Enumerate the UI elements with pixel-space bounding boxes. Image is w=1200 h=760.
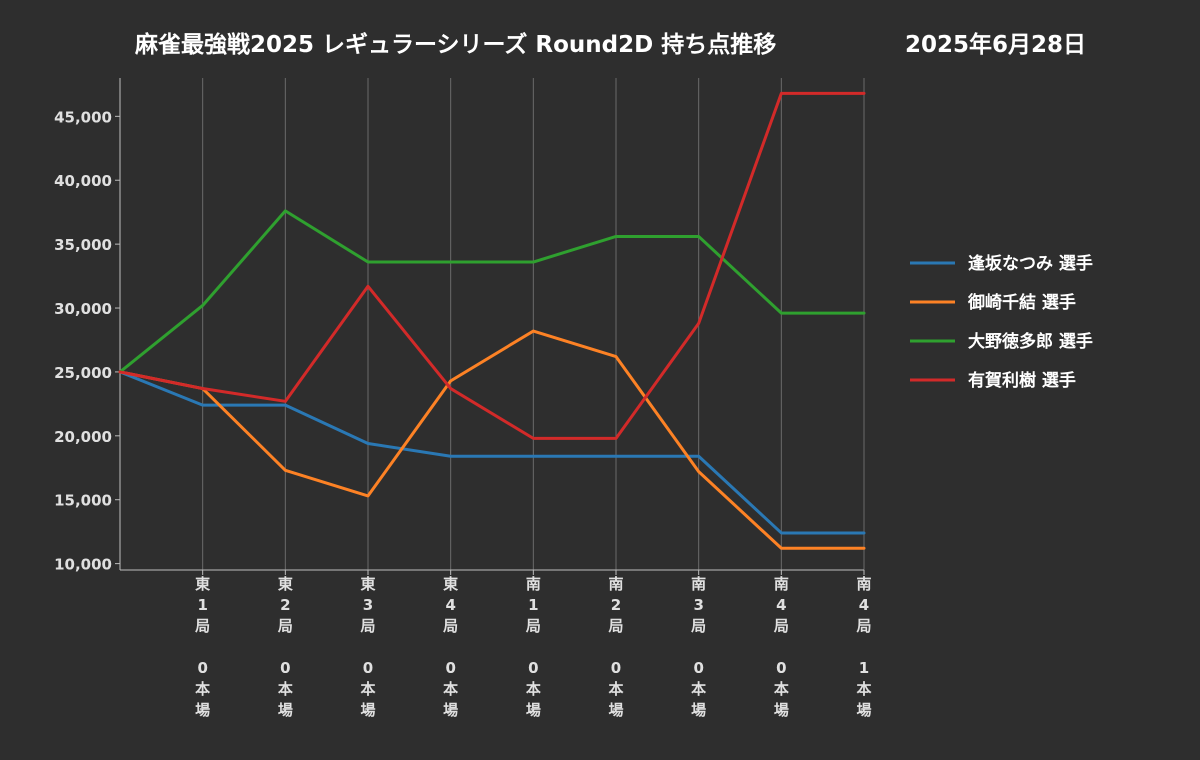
series-line xyxy=(118,91,866,440)
x-tick-label-char: 4 xyxy=(445,596,455,614)
x-tick-label-char: 局 xyxy=(690,617,706,635)
x-tick-label-char: 本 xyxy=(608,680,623,698)
legend-item: 有賀利樹 選手 xyxy=(910,370,1076,391)
x-tick-label-char: 局 xyxy=(194,617,210,635)
x-tick-label: 東 3 局 0 本場 xyxy=(359,575,375,719)
x-tick-label-char: 東 xyxy=(443,575,458,593)
x-tick-label-char: 局 xyxy=(525,617,541,635)
x-tick-label-char: 南 xyxy=(526,575,541,593)
x-tick-label-char: 場 xyxy=(278,701,293,719)
x-tick-label-char: 0 xyxy=(693,659,703,677)
x-tick-label-char: 場 xyxy=(526,701,541,719)
x-tick-label: 南 4 局 0 本場 xyxy=(773,575,789,719)
x-tick-label-char: 0 xyxy=(611,659,621,677)
x-tick-label-char: 4 xyxy=(859,596,869,614)
x-tick-label-char: 本 xyxy=(360,680,375,698)
series-line xyxy=(118,209,866,374)
x-tick-label-char: 南 xyxy=(856,575,871,593)
x-tick-label-char: 南 xyxy=(774,575,789,593)
chart-date: 2025年6月28日 xyxy=(905,31,1086,58)
y-tick-label: 35,000 xyxy=(54,236,112,254)
x-tick-label-char: 0 xyxy=(776,659,786,677)
x-tick-label-char: 1 xyxy=(197,596,207,614)
y-tick-label: 30,000 xyxy=(54,300,112,318)
x-tick-label-char: 2 xyxy=(280,596,290,614)
x-tick-label-char: 0 xyxy=(280,659,290,677)
x-tick-label: 東 1 局 0 本場 xyxy=(194,575,210,719)
x-tick-label-char: 0 xyxy=(528,659,538,677)
series-layer xyxy=(118,91,866,550)
x-tick-label-char: 局 xyxy=(442,617,458,635)
x-tick-label-char: 本 xyxy=(691,680,706,698)
x-tick-label-char: 0 xyxy=(363,659,373,677)
legend-item: 逢坂なつみ 選手 xyxy=(910,253,1093,274)
series-line xyxy=(118,370,866,535)
x-tick-label: 南 1 局 0 本場 xyxy=(525,575,541,719)
axis-layer: 10,000 15,000 20,000 25,000 30,000 35,000 40,0… xyxy=(54,78,872,719)
x-tick-label-char: 局 xyxy=(359,617,375,635)
grid-layer xyxy=(202,78,865,570)
legend-label: 逢坂なつみ 選手 xyxy=(968,253,1093,274)
y-tick-label: 40,000 xyxy=(54,172,112,190)
x-tick-label-char: 本 xyxy=(774,680,789,698)
y-tick-label: 10,000 xyxy=(54,556,112,574)
x-tick-label-char: 東 xyxy=(278,575,293,593)
x-tick-label-char: 東 xyxy=(195,575,210,593)
x-tick-label-char: 0 xyxy=(197,659,207,677)
legend-label: 大野徳多郎 選手 xyxy=(968,331,1093,352)
x-tick-label-char: 場 xyxy=(608,701,623,719)
x-tick-label-char: 2 xyxy=(611,596,621,614)
x-tick-label-char: 本 xyxy=(195,680,210,698)
x-tick-label: 南 4 局 1 本場 xyxy=(855,575,871,719)
x-tick-label-char: 0 xyxy=(445,659,455,677)
x-tick-label-char: 場 xyxy=(443,701,458,719)
x-tick-label-char: 場 xyxy=(360,701,375,719)
x-tick-label-char: 局 xyxy=(607,617,623,635)
x-tick-label-char: 3 xyxy=(363,596,373,614)
x-tick-label-char: 本 xyxy=(443,680,458,698)
x-tick-label: 南 3 局 0 本場 xyxy=(690,575,706,719)
x-tick-label-char: 場 xyxy=(195,701,210,719)
x-tick-label-char: 局 xyxy=(773,617,789,635)
series-line xyxy=(118,329,866,550)
x-tick-label: 東 4 局 0 本場 xyxy=(442,575,458,719)
x-tick-label-char: 東 xyxy=(360,575,375,593)
x-tick-label-char: 局 xyxy=(277,617,293,635)
x-tick-label-char: 場 xyxy=(856,701,871,719)
x-tick-label-char: 本 xyxy=(856,680,871,698)
x-tick-label-char: 4 xyxy=(776,596,786,614)
x-tick-label-char: 南 xyxy=(691,575,706,593)
x-tick-label-char: 場 xyxy=(691,701,706,719)
x-tick-label-char: 3 xyxy=(693,596,703,614)
y-tick-label: 20,000 xyxy=(54,428,112,446)
y-tick-label: 15,000 xyxy=(54,492,112,510)
y-tick-label: 45,000 xyxy=(54,108,112,126)
x-tick-label: 東 2 局 0 本場 xyxy=(277,575,293,719)
legend-label: 御崎千結 選手 xyxy=(967,292,1076,313)
x-tick-label-char: 場 xyxy=(774,701,789,719)
x-tick-label-char: 局 xyxy=(855,617,871,635)
legend-item: 大野徳多郎 選手 xyxy=(910,331,1093,352)
x-tick-label-char: 本 xyxy=(278,680,293,698)
y-tick-label: 25,000 xyxy=(54,364,112,382)
x-tick-label-char: 1 xyxy=(859,659,869,677)
legend-item: 御崎千結 選手 xyxy=(910,292,1076,313)
x-tick-label-char: 1 xyxy=(528,596,538,614)
x-tick-label-char: 南 xyxy=(608,575,623,593)
x-tick-label-char: 本 xyxy=(526,680,541,698)
legend-label: 有賀利樹 選手 xyxy=(968,370,1076,391)
chart-title: 麻雀最強戦2025 レギュラーシリーズ Round2D 持ち点推移 xyxy=(134,31,776,58)
x-tick-label: 南 2 局 0 本場 xyxy=(607,575,623,719)
